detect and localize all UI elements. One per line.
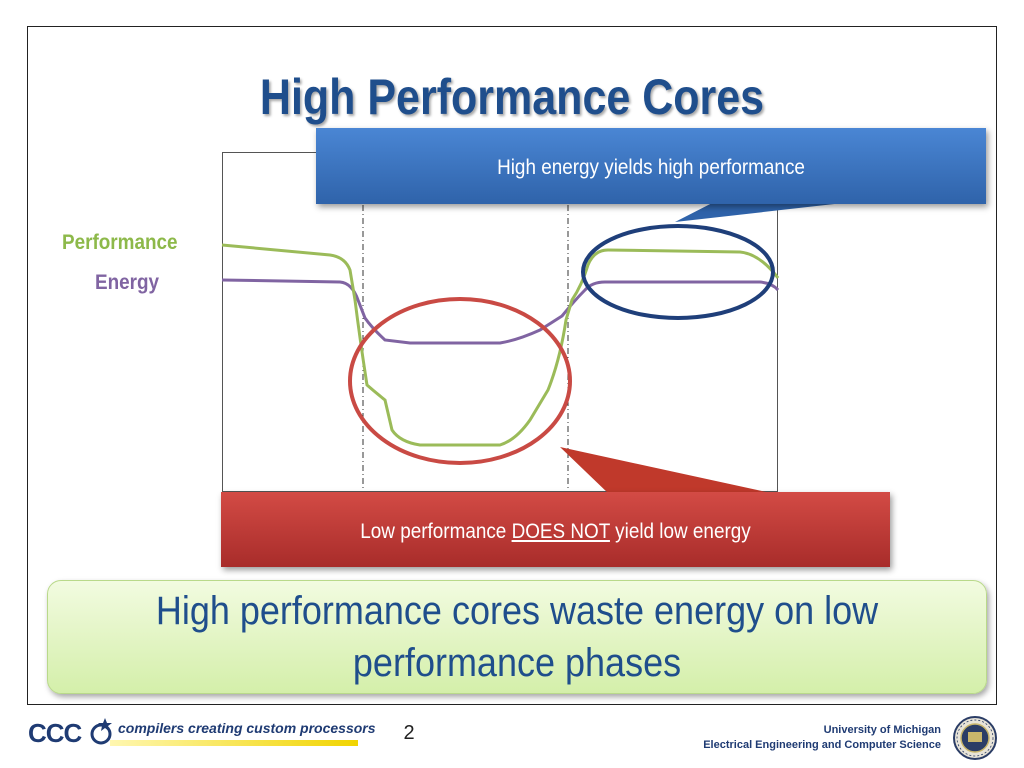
summary-line-1: High performance cores waste energy on l… — [155, 589, 879, 633]
low-performance-callout: Low performance DOES NOT yield low energ… — [221, 492, 890, 567]
slide-frame — [27, 26, 997, 705]
ccc-star-icon — [90, 718, 112, 745]
page-number: 2 — [403, 722, 415, 744]
callout-bottom-emphasis: DOES NOT — [511, 520, 610, 543]
university-credit: University of Michigan Electrical Engine… — [703, 723, 941, 753]
ccc-logo: CCC — [28, 718, 82, 748]
summary-line-2: performance phases — [352, 641, 682, 685]
top-callout-pointer — [675, 200, 870, 222]
high-energy-callout: High energy yields high performance — [316, 128, 986, 204]
bottom-callout-pointer — [560, 447, 780, 495]
high-phase-highlight — [581, 224, 775, 320]
department-name: Electrical Engineering and Computer Scie… — [703, 739, 941, 751]
summary-box — [47, 580, 987, 694]
university-name: University of Michigan — [823, 724, 941, 736]
low-phase-highlight — [348, 297, 572, 465]
university-seal-icon — [953, 716, 997, 760]
high-energy-callout-text: High energy yields high performance — [497, 156, 805, 179]
performance-line — [221, 243, 780, 447]
legend-energy: Energy — [95, 271, 160, 294]
callout-bottom-suffix: yield low energy — [609, 520, 751, 543]
legend-performance: Performance — [62, 231, 178, 254]
tagline-underline — [110, 740, 358, 746]
callout-bottom-prefix: Low performance — [360, 520, 512, 543]
summary-text: High performance cores waste energy on l… — [94, 585, 940, 689]
ccc-tagline: compilers creating custom processors — [118, 720, 376, 736]
energy-line — [221, 278, 780, 345]
plot-area — [222, 152, 778, 492]
low-performance-callout-text: Low performance DOES NOT yield low energ… — [254, 520, 856, 544]
slide-title: High Performance Cores — [259, 69, 765, 125]
